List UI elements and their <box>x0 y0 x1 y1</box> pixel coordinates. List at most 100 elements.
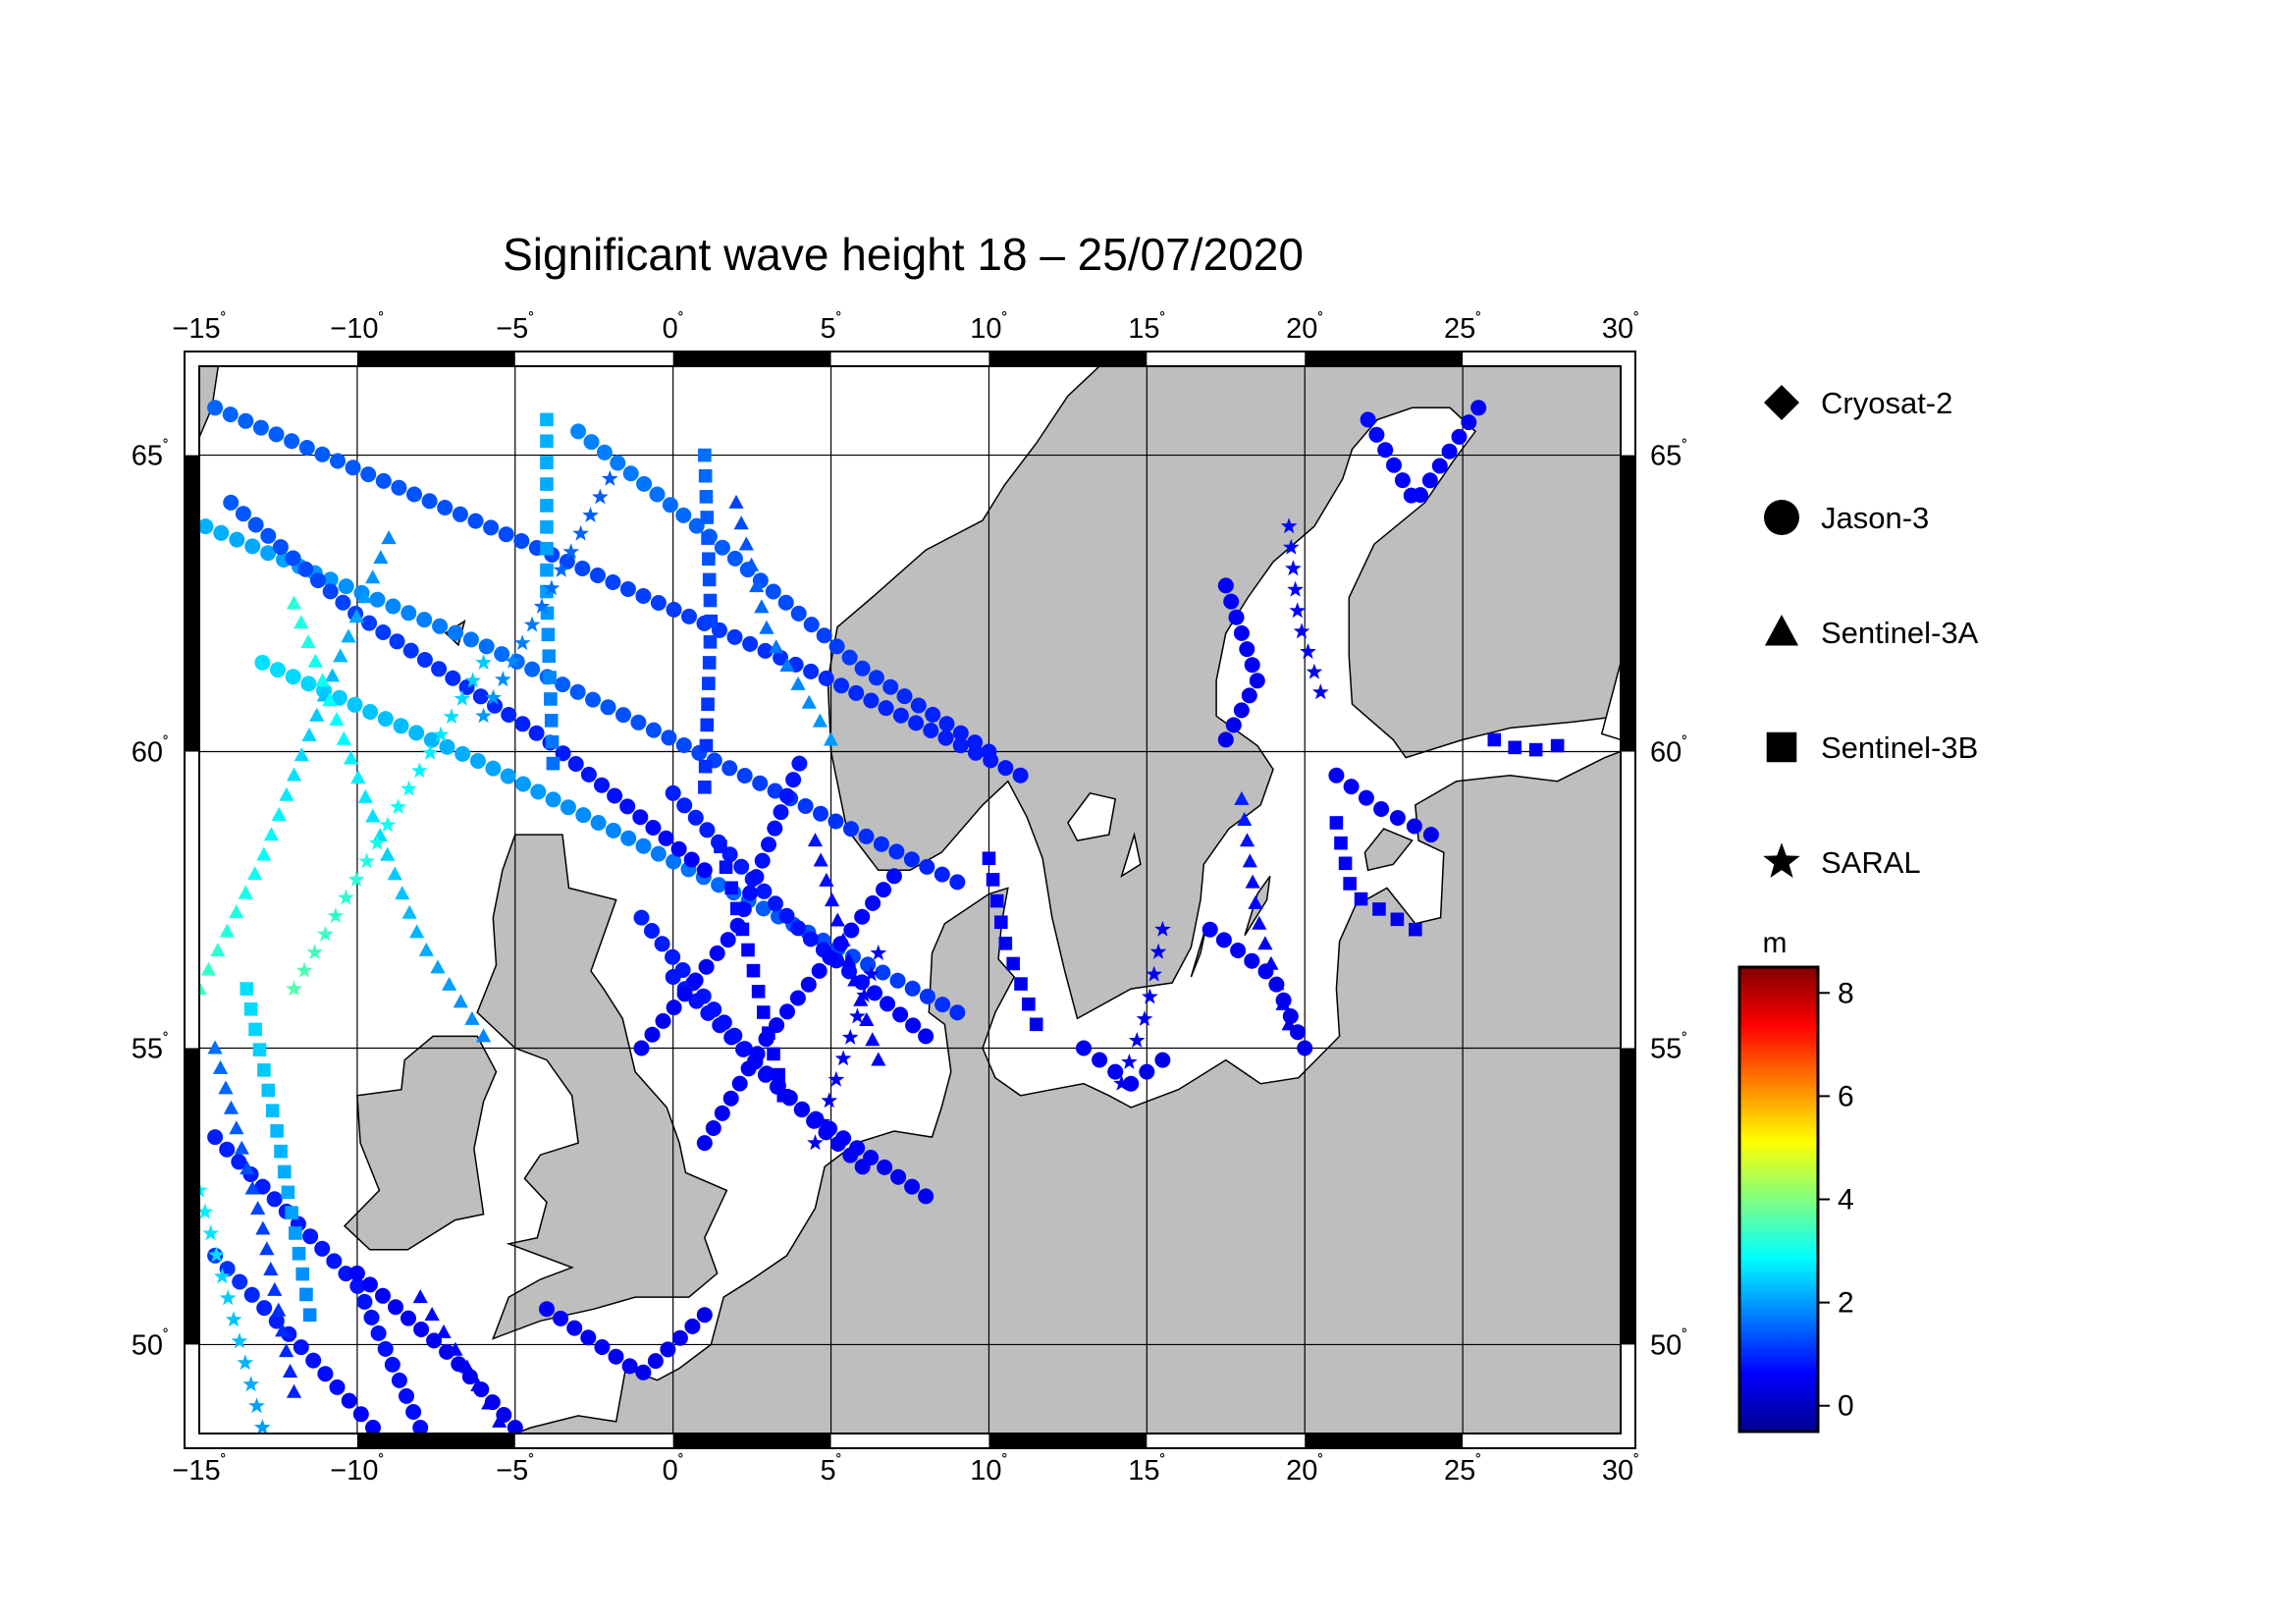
swh-measurement <box>754 599 770 614</box>
swh-measurement <box>776 1088 791 1103</box>
swh-measurement <box>1360 411 1376 428</box>
swh-measurement <box>863 965 880 982</box>
swh-measurement <box>295 1267 310 1281</box>
swh-measurement <box>811 962 828 979</box>
swh-measurement <box>381 530 397 545</box>
swh-measurement <box>998 937 1013 950</box>
swh-measurement <box>938 716 955 732</box>
swh-measurement <box>790 920 807 937</box>
swh-measurement <box>752 775 769 791</box>
swh-measurement <box>356 1293 373 1310</box>
swh-measurement <box>348 1265 365 1281</box>
swh-measurement <box>268 426 285 443</box>
swh-measurement <box>409 924 425 939</box>
swh-measurement <box>967 734 984 751</box>
land-masses <box>199 366 1621 1434</box>
swh-measurement <box>553 1310 569 1326</box>
swh-measurement <box>545 791 561 808</box>
swh-measurement <box>229 904 244 919</box>
swh-measurement <box>432 618 449 634</box>
swh-measurement <box>749 1046 766 1062</box>
swh-measurement <box>285 550 301 567</box>
swh-measurement <box>1406 818 1422 835</box>
swh-measurement <box>279 1343 294 1358</box>
swh-measurement <box>1431 458 1448 474</box>
swh-measurement <box>762 1026 775 1040</box>
swh-measurement <box>868 670 884 686</box>
swh-measurement <box>721 760 738 777</box>
colorbar-tick-label: 2 <box>1838 1287 1854 1320</box>
swh-measurement <box>696 1307 713 1324</box>
legend-item-sentinel-3b: Sentinel-3B <box>1766 730 1978 765</box>
track-saral <box>199 1181 271 1434</box>
swh-measurement <box>790 605 807 622</box>
swh-measurement <box>329 1379 346 1395</box>
longitude-label-top: 5˚ <box>820 310 841 345</box>
swh-measurement <box>284 433 300 450</box>
longitude-label-bottom: 10˚ <box>970 1452 1007 1487</box>
swh-measurement <box>828 638 845 655</box>
altimeter-tracks <box>199 400 1565 1434</box>
swh-measurement <box>333 648 348 663</box>
swh-measurement <box>582 507 599 522</box>
longitude-label-top: 25˚ <box>1444 310 1481 345</box>
longitude-label-bottom: −5˚ <box>496 1452 534 1487</box>
saaremaa-land <box>1363 828 1414 872</box>
legend-label: Sentinel-3A <box>1821 616 1979 650</box>
swh-measurement <box>735 1041 752 1057</box>
swh-measurement <box>779 1003 795 1020</box>
swh-measurement <box>997 760 1014 777</box>
swh-measurement <box>400 605 417 622</box>
swh-measurement <box>835 1130 852 1147</box>
swh-measurement <box>514 716 531 732</box>
swh-measurement <box>240 982 254 996</box>
swh-measurement <box>478 638 495 655</box>
diamond-icon <box>1764 385 1799 420</box>
swh-measurement <box>704 614 719 628</box>
swh-measurement <box>797 798 814 814</box>
swh-measurement <box>476 1028 492 1043</box>
swh-measurement <box>329 711 345 726</box>
swh-measurement <box>585 691 601 708</box>
swh-measurement <box>267 1281 283 1296</box>
swh-measurement <box>281 1185 295 1200</box>
track-jason-3 <box>539 1301 713 1380</box>
swh-measurement <box>778 787 795 804</box>
swh-measurement <box>903 851 920 868</box>
swh-measurement <box>365 1420 381 1434</box>
swh-measurement <box>219 1289 237 1306</box>
longitude-label-bottom: 5˚ <box>820 1452 841 1487</box>
swh-measurement <box>331 689 347 706</box>
swh-measurement <box>675 507 692 523</box>
swh-measurement <box>349 1277 366 1294</box>
swh-measurement <box>989 893 1004 908</box>
swh-measurement <box>934 866 950 883</box>
swh-measurement <box>222 406 239 423</box>
swh-measurement <box>1139 1063 1155 1080</box>
swh-measurement <box>254 1419 271 1434</box>
swh-measurement <box>824 893 840 907</box>
swh-measurement <box>635 588 652 604</box>
swh-measurement <box>740 1060 757 1077</box>
swh-measurement <box>358 852 375 869</box>
swh-measurement <box>654 936 670 952</box>
frame-bar <box>672 352 831 366</box>
swh-measurement <box>818 670 834 686</box>
swh-measurement <box>207 1129 224 1146</box>
swh-measurement <box>733 515 749 530</box>
longitude-label-bottom: 25˚ <box>1444 1452 1481 1487</box>
swh-measurement <box>759 620 774 634</box>
frame-bar <box>672 1434 831 1448</box>
swh-measurement <box>919 988 935 1004</box>
swh-measurement <box>530 784 547 800</box>
swh-measurement <box>282 1363 298 1378</box>
swh-measurement <box>212 1059 229 1074</box>
swh-measurement <box>260 545 277 562</box>
swh-measurement <box>1113 1074 1130 1091</box>
swh-measurement <box>698 468 713 483</box>
swh-measurement <box>562 543 580 560</box>
swh-measurement <box>754 852 771 869</box>
swh-measurement <box>723 1029 740 1046</box>
swh-measurement <box>1470 400 1487 416</box>
swh-measurement <box>681 608 697 624</box>
